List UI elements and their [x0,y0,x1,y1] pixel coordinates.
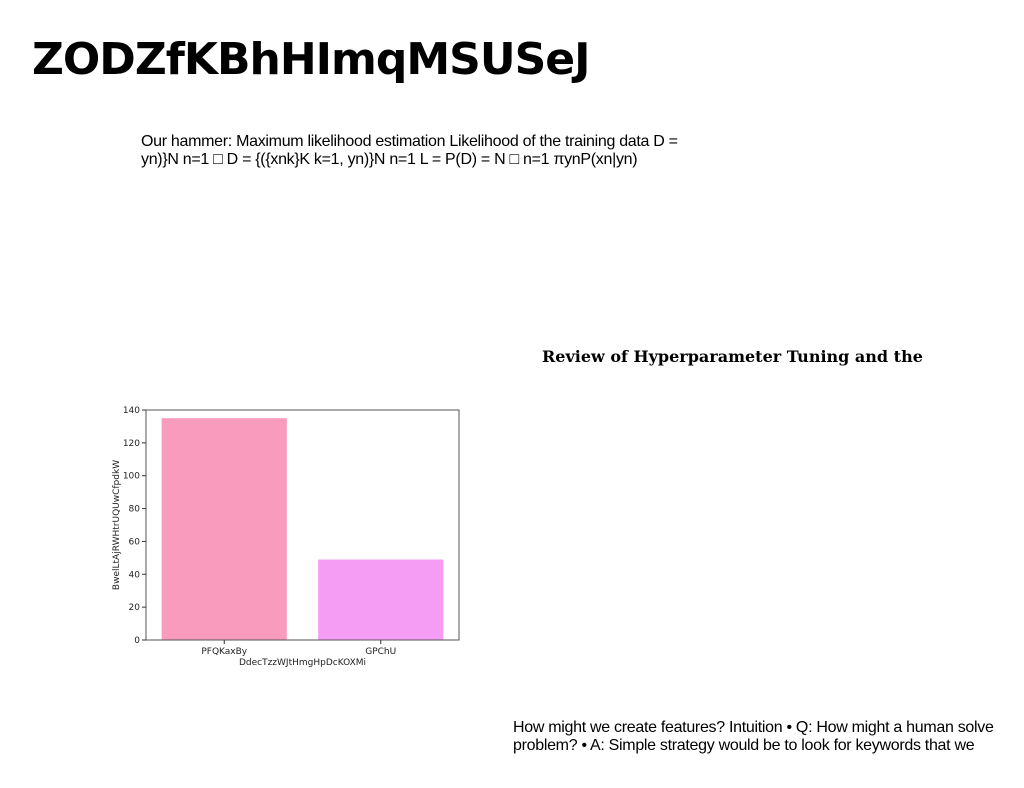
likelihood-line-2: yn)}N n=1 □ D = {({xnk}K k=1, yn)}N n=1 … [141,151,638,168]
section-heading: Review of Hyperparameter Tuning and the [542,347,923,366]
features-line-2: problem? • A: Simple strategy would be t… [513,737,975,754]
y-tick-label: 20 [129,603,141,613]
x-axis-label: DdecTzzWJtHmgHpDcKOXMi [239,658,366,668]
x-tick-label: GPChU [365,647,396,657]
y-axis-label: BwelLtAjRWHtrUQUwCfpdkW [112,460,122,590]
y-tick-label: 140 [123,406,140,416]
likelihood-paragraph: Our hammer: Maximum likelihood estimatio… [141,133,678,169]
bar-pfqkaxby [161,418,287,640]
y-tick-label: 80 [129,505,141,515]
features-line-1: How might we create features? Intuition … [513,719,994,736]
y-tick-label: 0 [134,636,140,646]
plot-frame [145,409,460,641]
y-tick-label: 100 [123,472,140,482]
page-title: ZODZfKBhHImqMSUSeJ [32,34,590,85]
y-tick-label: 40 [129,570,141,580]
y-tick-label: 120 [123,439,140,449]
bar-gpchu [318,559,444,640]
likelihood-line-1: Our hammer: Maximum likelihood estimatio… [141,133,678,150]
features-paragraph: How might we create features? Intuition … [513,719,994,755]
bar-chart: 0 20 40 60 80 100 120 140 PFQKaxBy GPChUDdecTzzWJ… [112,406,460,668]
y-tick-label: 60 [129,537,141,547]
x-tick-label: PFQKaxBy [201,647,247,657]
